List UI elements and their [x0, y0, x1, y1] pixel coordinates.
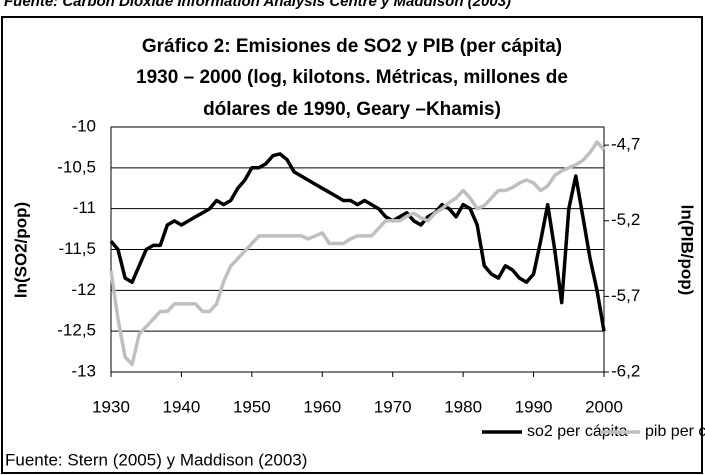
- x-tick-label: 1970: [374, 397, 412, 416]
- top-source: Fuente: Carbon Dioxide Information Analy…: [4, 0, 511, 10]
- x-tick-label: 1960: [303, 397, 341, 416]
- y-tick-label: -10: [71, 116, 96, 135]
- y-tick-label: -12,5: [57, 321, 96, 340]
- source: Fuente: Stern (2005) y Maddison (2003): [5, 450, 307, 469]
- x-tick-label: 1950: [233, 397, 271, 416]
- y-tick-label: -11: [73, 198, 96, 217]
- x-tick-label: 2000: [585, 397, 623, 416]
- y-tick-label: -12: [71, 280, 96, 299]
- x-tick-label: 1990: [515, 397, 553, 416]
- chart-title: Gráfico 2: Emisiones de SO2 y PIB (per c…: [142, 36, 562, 57]
- y2-tick-label: -6,2: [611, 361, 640, 380]
- y2-tick-label: -5,2: [611, 210, 640, 229]
- plot-frame: [110, 126, 605, 373]
- chart-frame: [1, 16, 703, 474]
- chart-title: 1930 – 2000 (log, kilotons. Métricas, mi…: [136, 67, 568, 88]
- x-tick-label: 1980: [444, 397, 482, 416]
- y-tick-label: -11,5: [59, 239, 97, 258]
- series-line: [109, 152, 606, 332]
- y-tick-label: -10,5: [57, 157, 96, 176]
- series-line: [109, 140, 606, 367]
- chart-title: dólares de 1990, Geary –Khamis): [203, 99, 501, 120]
- y2-axis-label: ln(PIB/pop): [678, 205, 697, 296]
- y2-tick-label: -5,7: [611, 286, 640, 305]
- x-tick-label: 1940: [163, 397, 201, 416]
- y2-tick-label: -4,7: [611, 135, 640, 154]
- y-tick-label: -13: [71, 361, 96, 380]
- legend-label: pib per cápita: [645, 423, 705, 440]
- y-axis-label: ln(SO2/pop): [11, 202, 30, 298]
- x-tick-label: 1930: [92, 397, 130, 416]
- legend-label: so2 per cápita: [527, 423, 628, 440]
